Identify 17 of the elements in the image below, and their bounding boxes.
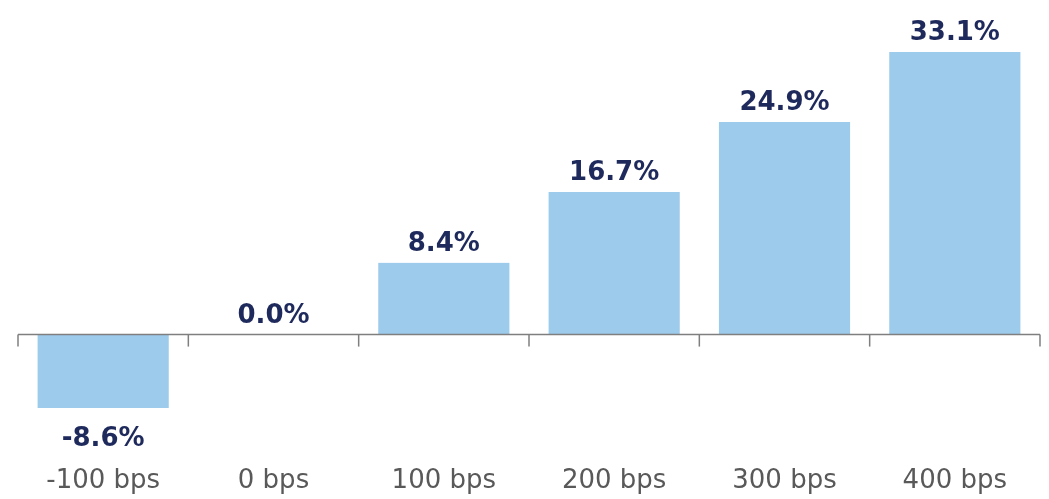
data-label: 16.7% [569,156,660,187]
x-tick-label: 200 bps [561,464,667,494]
data-label: 24.9% [739,86,830,116]
bar [889,52,1021,335]
x-tick-label: -100 bps [46,464,161,494]
x-tick-label: 100 bps [391,464,497,494]
x-tick-label: 0 bps [237,464,310,494]
bar [37,334,169,408]
data-label: 8.4% [407,226,480,257]
data-label: -8.6% [61,422,145,452]
x-tick-label: 400 bps [902,464,1008,494]
data-label: 0.0% [237,298,310,329]
bar [548,192,680,335]
bar [378,262,510,335]
data-label: 33.1% [909,16,1000,46]
x-tick-label: 300 bps [732,464,837,494]
bar [718,122,851,335]
